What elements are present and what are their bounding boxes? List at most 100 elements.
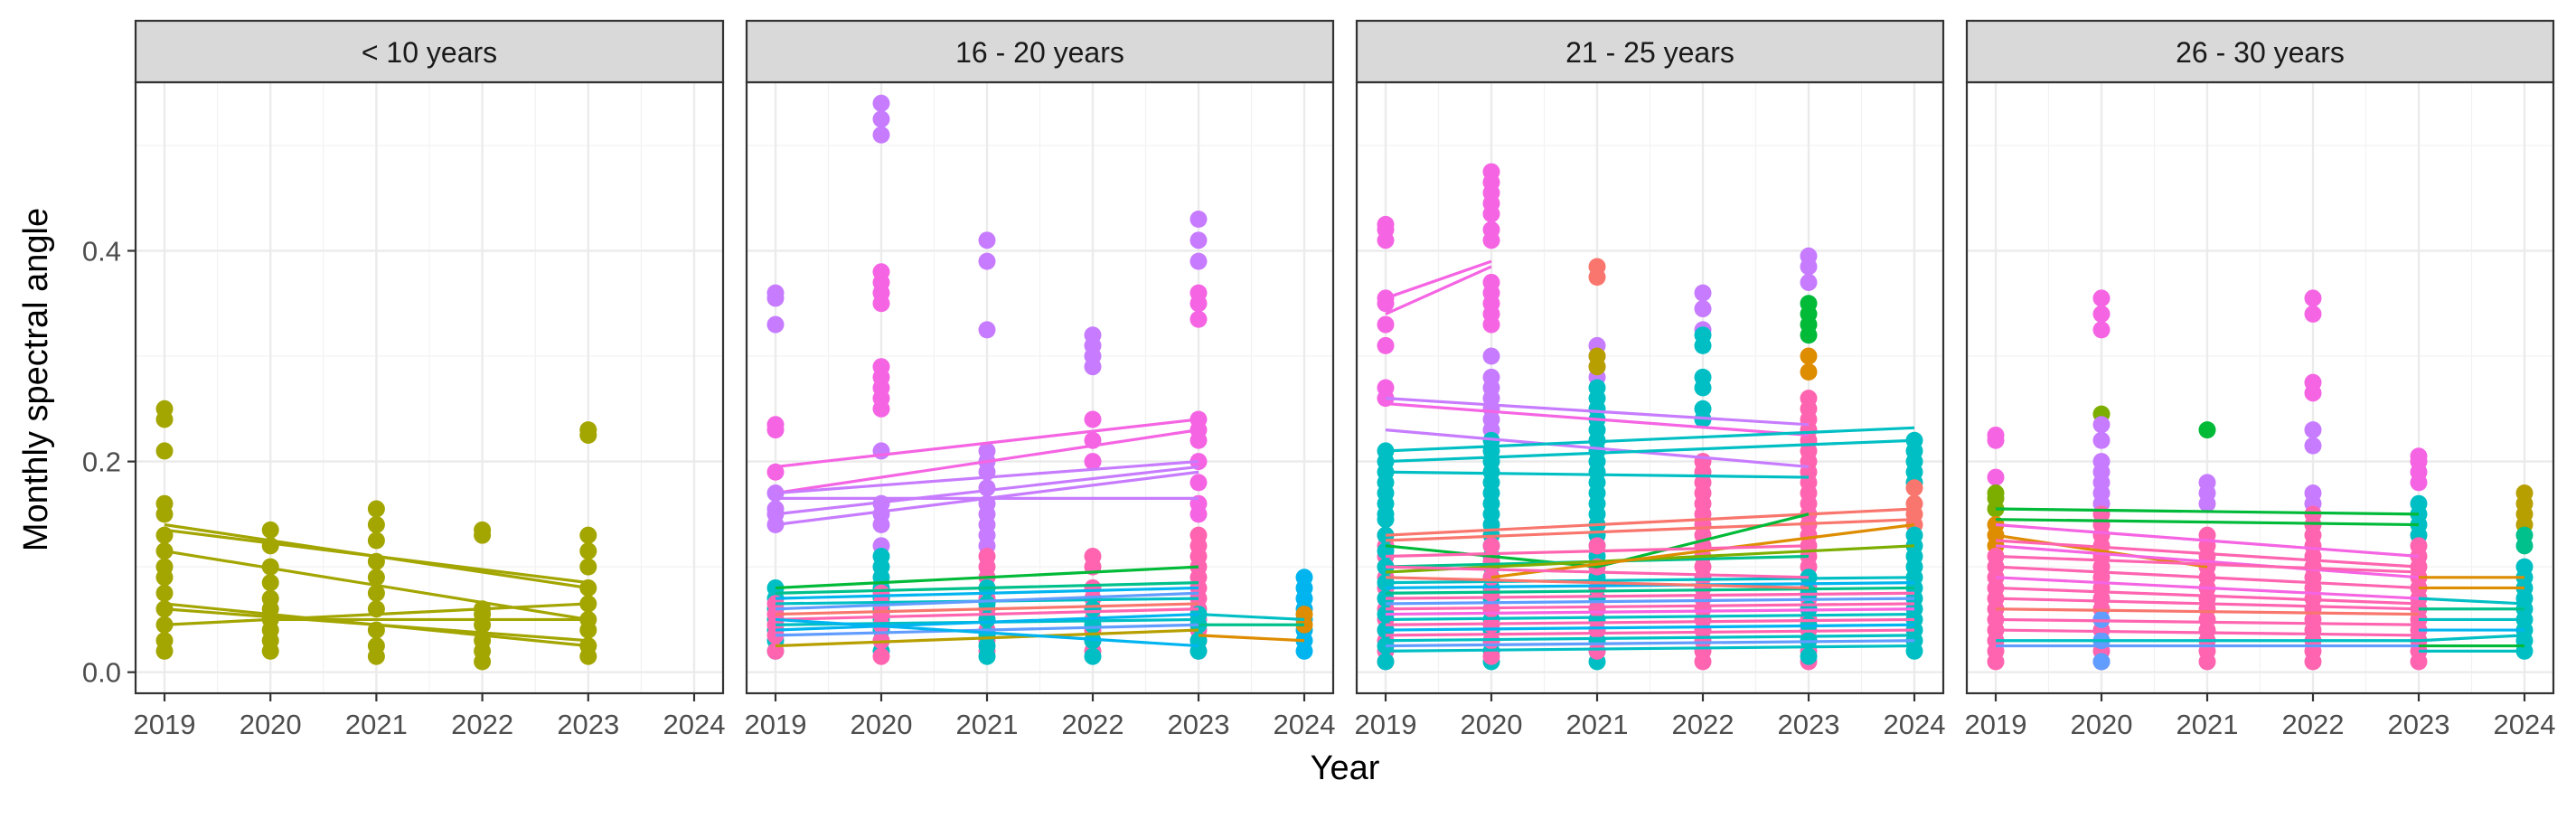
trend-line [1385, 623, 1915, 632]
data-point [1588, 379, 1606, 397]
data-point [978, 479, 996, 497]
data-point [1189, 211, 1208, 229]
data-point [1800, 363, 1818, 381]
data-point [872, 358, 890, 376]
trend-line [775, 581, 1199, 595]
trend-line [775, 612, 1199, 632]
x-tick-label: 2020 [2071, 709, 2133, 740]
data-point [1189, 526, 1208, 544]
trend-line [1385, 644, 1915, 653]
trend-line [2418, 634, 2525, 643]
trend-line [1995, 539, 2420, 569]
x-tick-label: 2020 [240, 709, 302, 740]
data-point [1694, 300, 1712, 318]
trend-line [1198, 612, 1305, 622]
data-point [2304, 289, 2322, 307]
data-point [367, 584, 385, 602]
trend-line [775, 628, 1199, 648]
data-point [1377, 315, 1395, 334]
data-point [367, 569, 385, 587]
data-point [579, 542, 597, 560]
data-point [2092, 653, 2111, 671]
data-point [1084, 600, 1102, 618]
data-point [872, 110, 890, 128]
x-tick-label: 2019 [134, 709, 196, 740]
data-point [2198, 494, 2216, 512]
trend-line [1995, 586, 2420, 606]
x-tick-label: 2022 [1062, 709, 1124, 740]
data-point [2092, 321, 2111, 339]
x-tick-label: 2023 [1168, 709, 1230, 740]
facet-strip-label: 26 - 30 years [2176, 36, 2345, 69]
data-point [1482, 347, 1500, 365]
trend-line [1385, 265, 1492, 315]
data-point [1482, 205, 1500, 223]
data-point [155, 442, 174, 460]
x-axis-title: Year [1311, 749, 1380, 787]
trend-line [1385, 401, 1810, 437]
data-point [1588, 268, 1606, 287]
data-point [872, 647, 890, 665]
y-axis: 0.0 0.2 0.4 [82, 235, 136, 689]
data-point [2304, 305, 2322, 323]
x-tick-label: 2019 [745, 709, 807, 740]
data-point [1189, 310, 1208, 328]
data-point [1189, 231, 1208, 249]
data-point [2304, 437, 2322, 455]
data-point [1482, 647, 1500, 665]
trend-line [775, 465, 1199, 516]
data-point [367, 500, 385, 518]
data-point [1482, 315, 1500, 334]
data-point [1987, 431, 2005, 449]
data-point [2092, 289, 2111, 307]
trend-line [1995, 544, 2420, 579]
data-point [1189, 474, 1208, 492]
data-point [1588, 642, 1606, 660]
data-point [1084, 326, 1102, 344]
facet-strip [134, 19, 725, 84]
facet-strip-label: 21 - 25 years [1565, 36, 1735, 69]
facet-strip [1355, 19, 1945, 84]
data-point [155, 584, 174, 602]
data-point [978, 252, 996, 270]
data-point [1295, 569, 1313, 587]
trend-line [1385, 634, 1915, 643]
trend-line [775, 586, 1199, 600]
x-tick-label: 2023 [557, 709, 619, 740]
data-point [367, 637, 385, 655]
x-tick-label: 2023 [1778, 709, 1840, 740]
x-tick-label: 2024 [663, 709, 726, 740]
trend-line [164, 607, 588, 643]
trend-line [1995, 554, 2420, 574]
data-point [766, 284, 785, 302]
trend-line [1385, 586, 1915, 595]
gridlines [1967, 82, 2553, 693]
trend-line [1385, 426, 1915, 453]
facets-layer: < 10 years 2019 2020 2021 2022 2023 2024 0.0 0.2… [82, 19, 2555, 740]
trend-line [1995, 617, 2420, 626]
data-point [1084, 453, 1102, 471]
data-point [1800, 647, 1818, 665]
trend-line [164, 602, 588, 626]
x-tick-label: 2020 [851, 709, 913, 740]
data-point [261, 521, 279, 539]
x-tick-label: 2021 [2176, 709, 2239, 740]
data-point [872, 584, 890, 602]
data-point [1377, 336, 1395, 354]
data-point [1905, 526, 1923, 544]
data-point [1189, 431, 1208, 449]
data-point [978, 321, 996, 339]
data-point [872, 547, 890, 565]
trend-line [775, 607, 1199, 622]
trend-line [1385, 602, 1915, 611]
x-tick-label: 2022 [451, 709, 513, 740]
trend-line [1385, 591, 1915, 600]
data-point [978, 547, 996, 565]
data-point [1084, 647, 1102, 665]
trend-line [1995, 565, 2420, 590]
trend-line [1995, 522, 2420, 559]
x-tick-label: 2019 [1965, 709, 2027, 740]
trend-line [775, 591, 1199, 611]
data-point [579, 526, 597, 544]
data-point [1377, 511, 1395, 529]
